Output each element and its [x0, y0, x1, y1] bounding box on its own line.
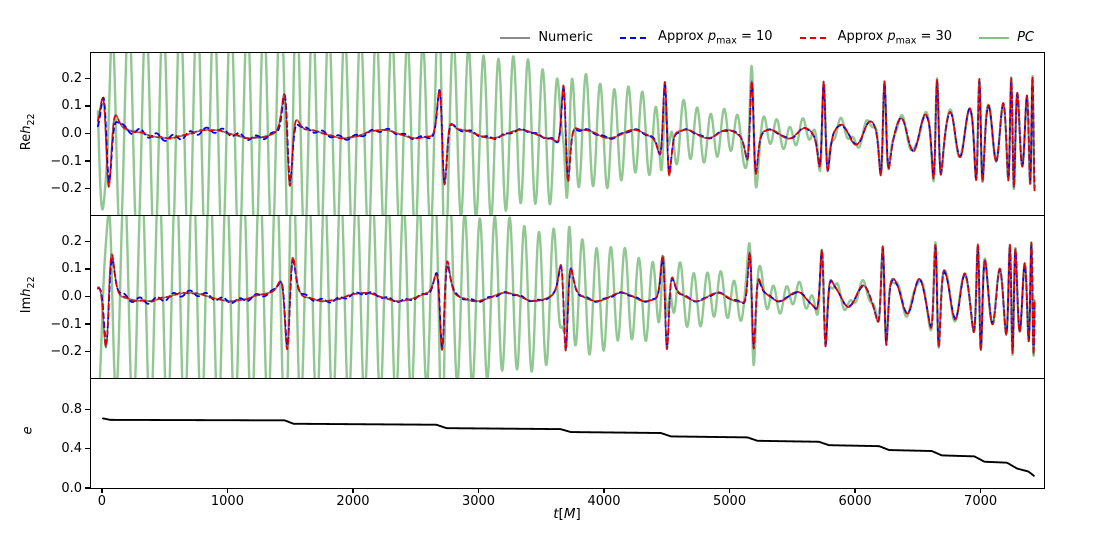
y-tick-mark [85, 160, 90, 162]
y-tick-mark [85, 295, 90, 298]
x-tick-label: 1000 [210, 494, 244, 509]
y-tick-mark [85, 77, 90, 79]
legend-item-approx-pmax-10: Approx pmax = 10 [620, 29, 773, 47]
panel-re-h22 [90, 52, 1045, 216]
y-tick-label: 0.1 [61, 98, 82, 114]
approx30-dashed-swatch [799, 36, 830, 39]
legend-item-numeric: Numeric [500, 30, 593, 45]
x-tick-label: 4000 [587, 494, 621, 509]
y-tick-mark [85, 448, 90, 450]
y-tick-mark [85, 351, 90, 353]
x-tick-mark [728, 488, 731, 493]
y-tick-label: 0.4 [61, 441, 82, 457]
re-h22-plot-canvas [91, 53, 1044, 215]
y-tick-label: 0.0 [61, 480, 82, 496]
x-tick-label: 2000 [336, 494, 370, 509]
x-tick-mark [352, 488, 354, 493]
y-tick-mark [85, 132, 90, 135]
y-tick-mark [85, 487, 90, 489]
x-tick-label: 6000 [838, 494, 872, 509]
x-tick-mark [854, 488, 856, 493]
eccentricity-plot-canvas [91, 379, 1044, 488]
legend-label-pc: PC [1017, 30, 1034, 46]
y-tick-mark [85, 268, 90, 270]
y-tick-label: 0.0 [61, 126, 82, 141]
y-tick-mark [85, 188, 90, 190]
x-tick-mark [477, 488, 480, 493]
y-tick-label: 0.2 [61, 233, 82, 249]
panel-im-h22 [90, 215, 1045, 379]
panel-eccentricity [90, 378, 1045, 489]
ylabel-re-h22: Reh22 [19, 113, 37, 151]
legend-label-numeric: Numeric [538, 30, 594, 46]
y-tick-label: 0.0 [61, 289, 82, 304]
y-tick-mark [85, 408, 90, 411]
x-tick-label: 0 [97, 494, 107, 509]
y-tick-label: 0.1 [61, 261, 82, 277]
y-tick-label: 0.2 [61, 70, 82, 86]
approx10-dashed-swatch [620, 36, 651, 39]
legend-item-approx-pmax-30: Approx pmax = 30 [799, 29, 953, 47]
x-tick-label: 3000 [461, 494, 496, 509]
y-tick-label: 0.8 [61, 401, 82, 417]
legend: Numeric Approx pmax = 10 Approx pmax = 3… [500, 29, 1034, 47]
x-tick-label: 7000 [964, 494, 998, 509]
xlabel-t-M: t[M] [553, 506, 581, 522]
legend-label-approx-pmax-30: Approx pmax = 30 [837, 29, 953, 47]
y-tick-label: −0.2 [50, 181, 82, 197]
y-tick-mark [85, 323, 90, 325]
y-tick-label: −0.1 [50, 316, 82, 332]
y-tick-label: −0.1 [50, 153, 82, 169]
ylabel-eccentricity: e [20, 426, 36, 435]
y-tick-mark [85, 240, 90, 242]
pc-line-swatch [979, 36, 1010, 39]
y-tick-label: −0.2 [50, 344, 82, 360]
x-tick-mark [101, 488, 103, 493]
numeric-line-swatch [500, 36, 531, 39]
x-tick-label: 5000 [713, 494, 747, 509]
x-tick-mark [979, 488, 982, 493]
legend-label-approx-pmax-10: Approx pmax = 10 [658, 29, 773, 47]
ylabel-im-h22: Imh22 [19, 276, 37, 314]
im-h22-plot-canvas [91, 216, 1044, 378]
legend-item-pc: PC [979, 30, 1034, 45]
x-tick-mark [226, 488, 229, 493]
y-tick-mark [85, 105, 90, 107]
x-tick-mark [603, 488, 605, 493]
